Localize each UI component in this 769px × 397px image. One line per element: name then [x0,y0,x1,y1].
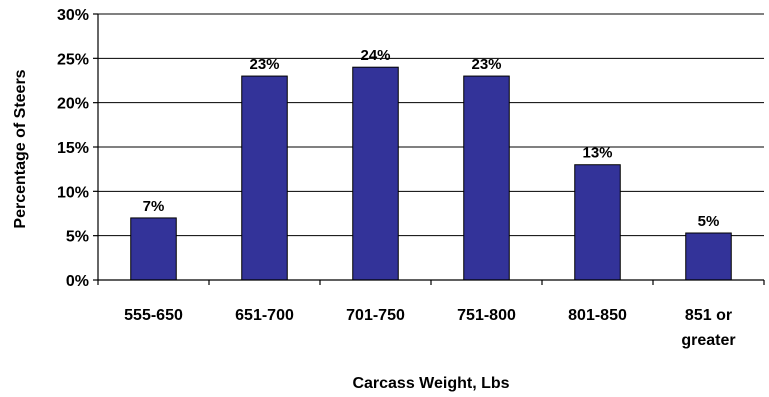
bar [463,75,510,281]
bar [130,217,177,281]
x-tick-label: 701-750 [346,307,405,324]
bar [352,66,399,281]
data-label: 7% [143,198,165,215]
y-tick-label: 10% [57,184,89,201]
bar [241,75,288,281]
y-tick-label: 0% [66,273,89,290]
axes [93,13,765,285]
data-label: 23% [471,56,501,73]
y-tick-label: 5% [66,229,89,246]
bar [574,164,621,281]
x-tick-label: greater [681,332,735,349]
labels: 0% 5% 10% 15% 20% 25% 30% 7% 555-650 23% 651-700 24… [57,7,736,349]
x-tick-label: 751-800 [457,307,516,324]
y-tick-label: 25% [57,51,89,68]
x-axis-title: Carcass Weight, Lbs [352,375,509,392]
x-tick-label: 555-650 [124,307,183,324]
x-tick-label: 851 or [685,307,732,324]
bars [130,66,732,281]
x-tick-label: 651-700 [235,307,294,324]
y-tick-label: 15% [57,140,89,157]
data-label: 5% [698,213,720,230]
y-tick-label: 20% [57,96,89,113]
y-tick-label: 30% [57,7,89,24]
data-label: 24% [360,47,390,64]
y-axis-title: Percentage of Steers [12,69,29,228]
data-label: 13% [582,145,612,162]
x-tick-label: 801-850 [568,307,627,324]
gridlines [98,13,764,237]
data-label: 23% [249,56,279,73]
bar [685,232,732,281]
